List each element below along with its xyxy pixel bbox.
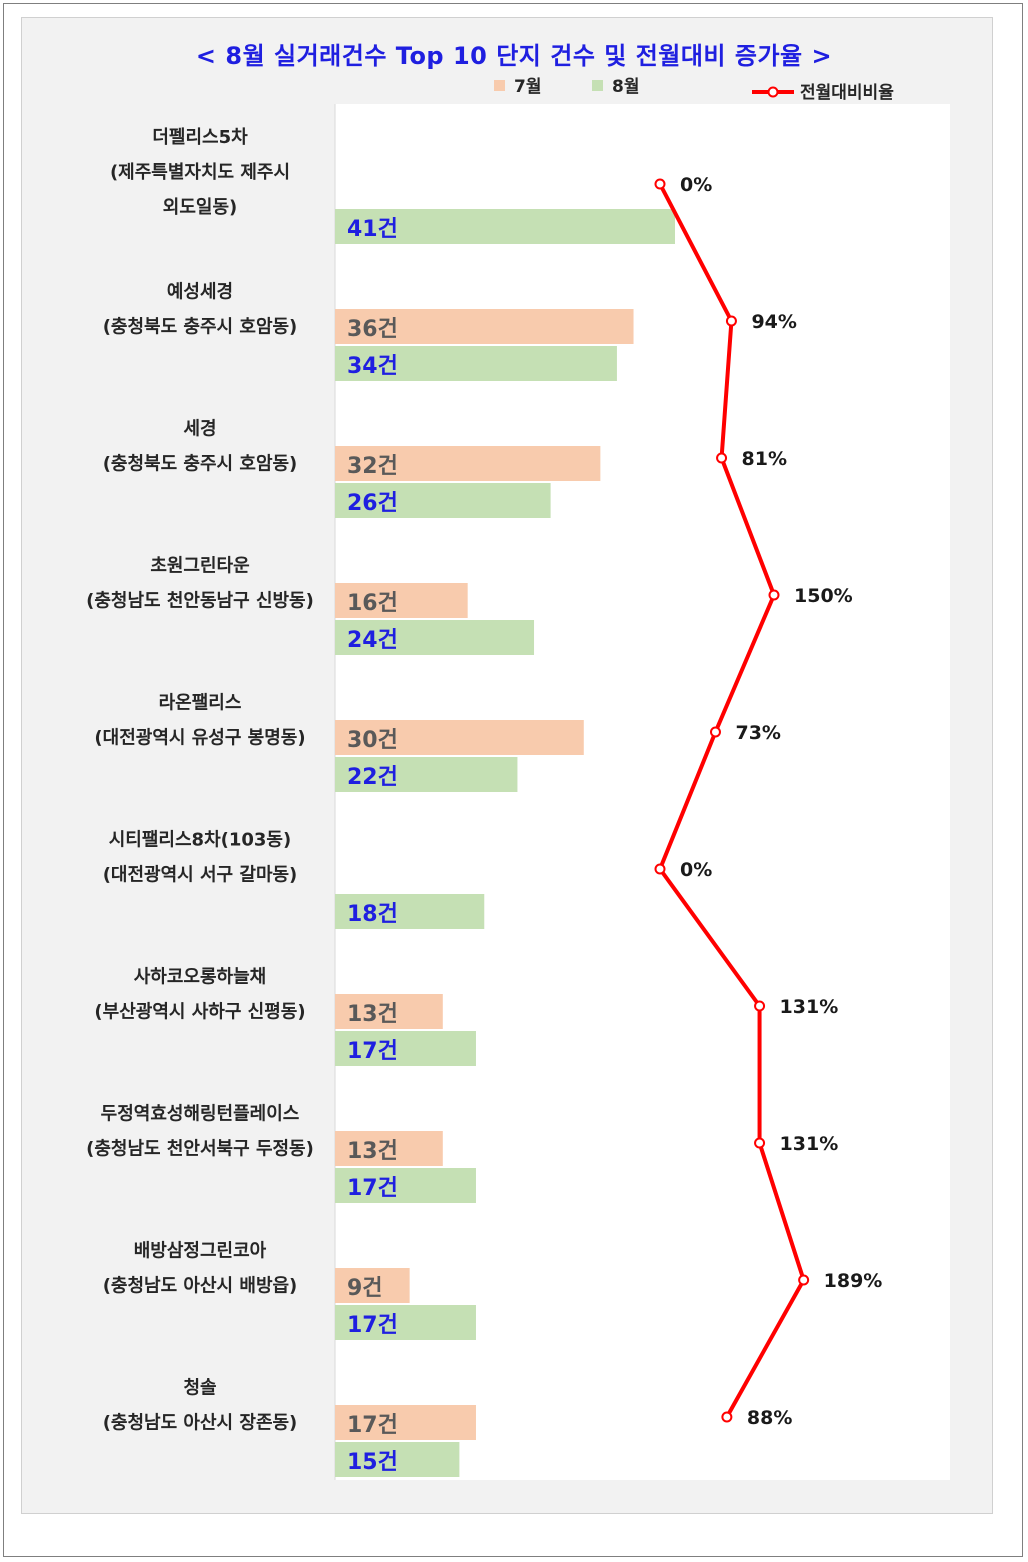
bar-jul <box>335 1405 476 1440</box>
bar-jul-label: 13건 <box>347 1139 398 1164</box>
pct-marker <box>725 315 737 327</box>
pct-marker <box>709 726 721 738</box>
pct-marker <box>716 452 728 464</box>
category-label: 시티팰리스8차(103동) <box>109 830 291 851</box>
pct-marker <box>768 589 780 601</box>
bar-aug <box>335 757 518 792</box>
bar-jul-label: 9건 <box>347 1276 383 1301</box>
category-label: (대전광역시 서구 갈마동) <box>103 864 298 886</box>
pct-label: 189% <box>824 1270 883 1292</box>
category-label: (제주특별자치도 제주시 <box>110 162 290 183</box>
legend-label-jul: 7월 <box>514 77 541 97</box>
category-label: (대전광역시 유성구 봉명동) <box>94 728 305 749</box>
legend-label-pct: 전월대비비율 <box>800 83 894 103</box>
category-label: 두정역효성해링턴플레이스 <box>101 1104 300 1125</box>
pct-label: 131% <box>780 1133 839 1155</box>
pct-marker <box>798 1274 810 1286</box>
pct-line <box>658 183 806 1418</box>
category-label: (충청남도 천안서북구 두정동) <box>86 1139 314 1160</box>
pct-label: 88% <box>747 1407 792 1429</box>
bar-aug-label: 41건 <box>347 217 398 242</box>
bar-jul-label: 36건 <box>347 317 398 342</box>
bar-jul-label: 32건 <box>347 454 398 479</box>
bar-jul <box>335 583 468 618</box>
bar-aug <box>335 1168 476 1203</box>
bar-jul-label: 13건 <box>347 1002 398 1027</box>
category-label: (충청북도 충주시 호암동) <box>103 454 298 475</box>
bar-aug <box>335 346 617 381</box>
pct-label: 81% <box>742 448 787 470</box>
category-label: (충청남도 아산시 배방읍) <box>103 1276 298 1297</box>
pct-label: 94% <box>751 311 796 333</box>
pct-label: 0% <box>680 859 712 881</box>
bar-jul <box>335 309 634 344</box>
category-label: (부산광역시 사하구 신평동) <box>94 1002 305 1023</box>
pct-label: 131% <box>780 996 839 1018</box>
bar-jul <box>335 1131 443 1166</box>
pct-marker <box>654 863 666 875</box>
bar-aug <box>335 209 675 244</box>
bar-jul <box>335 720 584 755</box>
bar-aug <box>335 620 535 655</box>
bar-aug-label: 34건 <box>347 354 398 379</box>
bar-aug-label: 15건 <box>347 1450 398 1475</box>
bar-aug-label: 17건 <box>347 1039 398 1064</box>
category-label: 배방삼정그린코아 <box>134 1241 267 1262</box>
bar-aug-label: 24건 <box>347 628 398 653</box>
category-label: 초원그린타운 <box>150 556 249 577</box>
category-label: 외도일동) <box>163 197 237 218</box>
bar-jul <box>335 1268 410 1303</box>
line-plot-panel <box>700 104 950 1480</box>
legend-marker-pct <box>767 86 779 98</box>
category-label: 청솔 <box>183 1378 216 1399</box>
bar-aug-label: 17건 <box>347 1313 398 1338</box>
legend-swatch-jul <box>494 80 505 91</box>
chart-title: < 8월 실거래건수 Top 10 단지 건수 및 전월대비 증가율 > <box>195 42 833 70</box>
bar-jul-label: 16건 <box>347 591 398 616</box>
pct-label: 73% <box>735 722 780 744</box>
category-label: 라온팰리스 <box>159 693 242 714</box>
legend-swatch-aug <box>592 80 603 91</box>
bar-jul-label: 17건 <box>347 1413 398 1438</box>
category-label: (충청남도 천안동남구 신방동) <box>86 591 314 612</box>
bar-aug <box>335 894 485 929</box>
bar-aug <box>335 1305 476 1340</box>
bar-jul <box>335 994 443 1029</box>
bar-aug <box>335 483 551 518</box>
category-label: (충청남도 아산시 장존동) <box>103 1413 298 1434</box>
category-label: 더펠리스5차 <box>152 127 248 148</box>
bar-aug <box>335 1031 476 1066</box>
category-label: 예성세경 <box>167 282 233 303</box>
bar-aug <box>335 1442 460 1477</box>
bar-aug-label: 18건 <box>347 902 398 927</box>
legend-label-aug: 8월 <box>612 77 639 97</box>
bar-aug-label: 17건 <box>347 1176 398 1201</box>
pct-label: 0% <box>680 174 712 196</box>
category-label: (충청북도 충주시 호암동) <box>103 317 298 338</box>
bar-aug-label: 26건 <box>347 491 398 516</box>
pct-marker <box>721 1411 733 1423</box>
category-label: 세경 <box>183 419 216 440</box>
bar-jul-label: 30건 <box>347 728 398 753</box>
pct-marker <box>754 1137 766 1149</box>
pct-marker <box>654 178 666 190</box>
category-label: 사하코오롱하늘채 <box>134 967 266 988</box>
bar-jul <box>335 446 601 481</box>
bar-aug-label: 22건 <box>347 765 398 790</box>
pct-label: 150% <box>794 585 853 607</box>
pct-marker <box>754 1000 766 1012</box>
